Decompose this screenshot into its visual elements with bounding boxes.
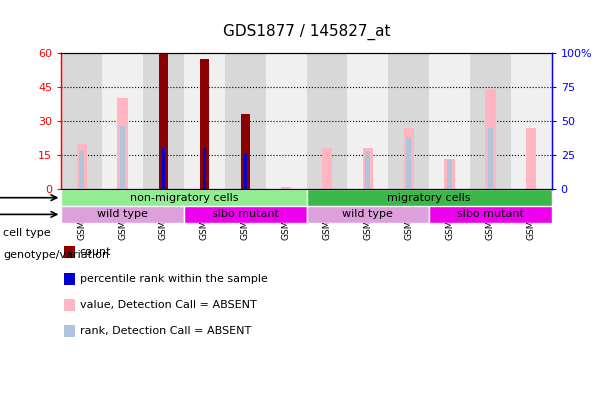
Bar: [365, 151, 370, 190]
Bar: [363, 148, 373, 190]
Bar: [526, 128, 536, 190]
Bar: [200, 60, 209, 190]
Bar: [447, 160, 452, 190]
Bar: [348, 53, 388, 190]
Bar: [444, 159, 455, 190]
Bar: [488, 128, 493, 190]
Bar: [162, 148, 165, 190]
Text: GDS1877 / 145827_at: GDS1877 / 145827_at: [223, 24, 390, 40]
Bar: [225, 53, 265, 190]
Bar: [388, 53, 429, 190]
Bar: [61, 206, 184, 223]
Text: slbo mutant: slbo mutant: [457, 209, 524, 220]
Bar: [79, 151, 84, 190]
Bar: [406, 137, 411, 190]
Text: count: count: [80, 247, 111, 257]
Bar: [61, 53, 102, 190]
Bar: [306, 53, 348, 190]
Text: slbo mutant: slbo mutant: [211, 209, 279, 220]
Bar: [203, 148, 206, 190]
Bar: [120, 126, 125, 190]
Bar: [184, 53, 225, 190]
Bar: [511, 53, 552, 190]
Bar: [265, 53, 306, 190]
Bar: [184, 206, 306, 223]
Text: percentile rank within the sample: percentile rank within the sample: [80, 274, 267, 284]
Text: cell type: cell type: [3, 228, 51, 238]
Text: wild type: wild type: [97, 209, 148, 220]
Bar: [306, 190, 552, 206]
Bar: [241, 114, 249, 190]
Bar: [102, 53, 143, 190]
Text: rank, Detection Call = ABSENT: rank, Detection Call = ABSENT: [80, 326, 251, 336]
Bar: [470, 53, 511, 190]
Bar: [118, 98, 128, 190]
Bar: [281, 187, 291, 190]
Bar: [485, 89, 495, 190]
Bar: [403, 128, 414, 190]
Text: non-migratory cells: non-migratory cells: [130, 193, 238, 202]
Bar: [322, 148, 332, 190]
Bar: [143, 53, 184, 190]
Bar: [159, 53, 168, 190]
Bar: [306, 206, 429, 223]
Bar: [429, 53, 470, 190]
Text: value, Detection Call = ABSENT: value, Detection Call = ABSENT: [80, 300, 256, 310]
Bar: [61, 190, 306, 206]
Text: wild type: wild type: [343, 209, 393, 220]
Bar: [244, 154, 246, 190]
Bar: [77, 144, 87, 190]
Bar: [429, 206, 552, 223]
Text: migratory cells: migratory cells: [387, 193, 471, 202]
Text: genotype/variation: genotype/variation: [3, 250, 109, 260]
